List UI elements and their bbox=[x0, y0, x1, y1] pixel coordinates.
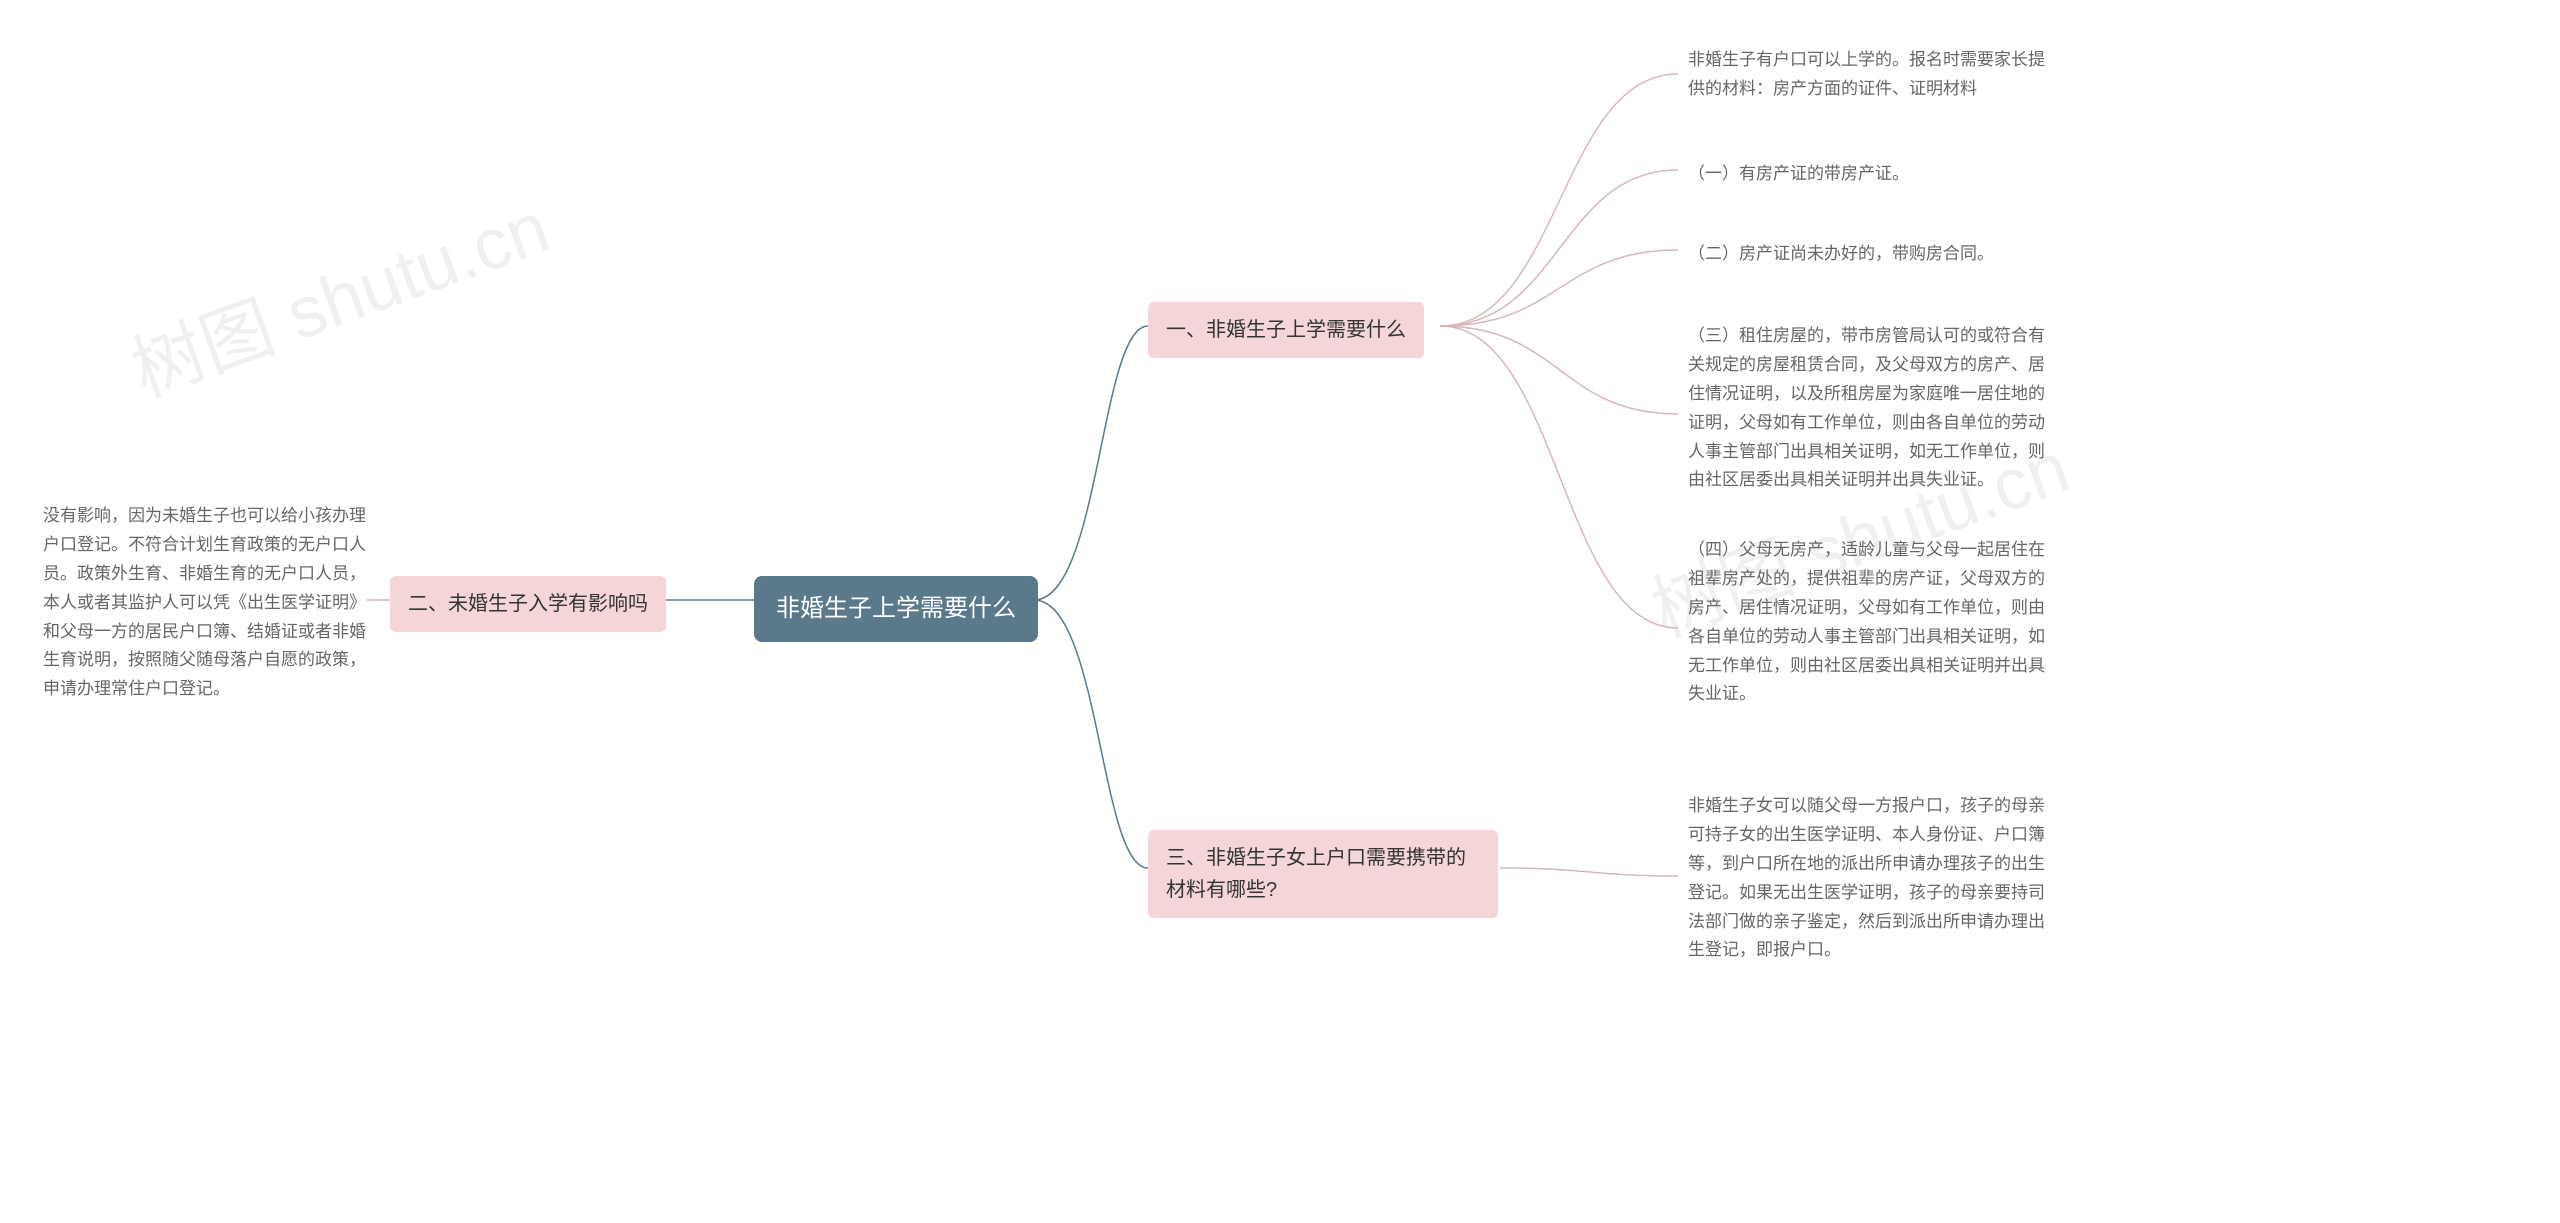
branch-1-label: 一、非婚生子上学需要什么 bbox=[1166, 314, 1406, 346]
leaf-1c-text: （二）房产证尚未办好的，带购房合同。 bbox=[1688, 240, 1994, 269]
leaf-1a-text: 非婚生子有户口可以上学的。报名时需要家长提供的材料：房产方面的证件、证明材料 bbox=[1688, 46, 2052, 104]
connectors bbox=[0, 0, 2560, 1223]
leaf-1d[interactable]: （三）租住房屋的，带市房管局认可的或符合有关规定的房屋租赁合同，及父母双方的房产… bbox=[1680, 318, 2060, 499]
root-node[interactable]: 非婚生子上学需要什么 bbox=[754, 576, 1038, 642]
leaf-1e[interactable]: （四）父母无房产，适龄儿童与父母一起居住在祖辈房产处的，提供祖辈的房产证，父母双… bbox=[1680, 532, 2060, 713]
leaf-3a-text: 非婚生子女可以随父母一方报户口，孩子的母亲可持子女的出生医学证明、本人身份证、户… bbox=[1688, 792, 2052, 965]
leaf-2a-text: 没有影响，因为未婚生子也可以给小孩办理户口登记。不符合计划生育政策的无户口人员。… bbox=[43, 502, 367, 704]
leaf-1b[interactable]: （一）有房产证的带房产证。 bbox=[1680, 156, 2060, 193]
leaf-1d-text: （三）租住房屋的，带市房管局认可的或符合有关规定的房屋租赁合同，及父母双方的房产… bbox=[1688, 322, 2052, 495]
watermark-1: 树图 shutu.cn bbox=[115, 169, 561, 417]
branch-3[interactable]: 三、非婚生子女上户口需要携带的材料有哪些? bbox=[1148, 830, 1498, 918]
branch-1[interactable]: 一、非婚生子上学需要什么 bbox=[1148, 302, 1424, 358]
leaf-1c[interactable]: （二）房产证尚未办好的，带购房合同。 bbox=[1680, 236, 2060, 273]
leaf-3a[interactable]: 非婚生子女可以随父母一方报户口，孩子的母亲可持子女的出生医学证明、本人身份证、户… bbox=[1680, 788, 2060, 969]
branch-3-label: 三、非婚生子女上户口需要携带的材料有哪些? bbox=[1166, 842, 1480, 906]
branch-2[interactable]: 二、未婚生子入学有影响吗 bbox=[390, 576, 666, 632]
branch-2-label: 二、未婚生子入学有影响吗 bbox=[408, 588, 648, 620]
leaf-1a[interactable]: 非婚生子有户口可以上学的。报名时需要家长提供的材料：房产方面的证件、证明材料 bbox=[1680, 42, 2060, 108]
leaf-1e-text: （四）父母无房产，适龄儿童与父母一起居住在祖辈房产处的，提供祖辈的房产证，父母双… bbox=[1688, 536, 2052, 709]
root-label: 非婚生子上学需要什么 bbox=[776, 590, 1016, 628]
leaf-2a[interactable]: 没有影响，因为未婚生子也可以给小孩办理户口登记。不符合计划生育政策的无户口人员。… bbox=[35, 498, 375, 708]
leaf-1b-text: （一）有房产证的带房产证。 bbox=[1688, 160, 1909, 189]
